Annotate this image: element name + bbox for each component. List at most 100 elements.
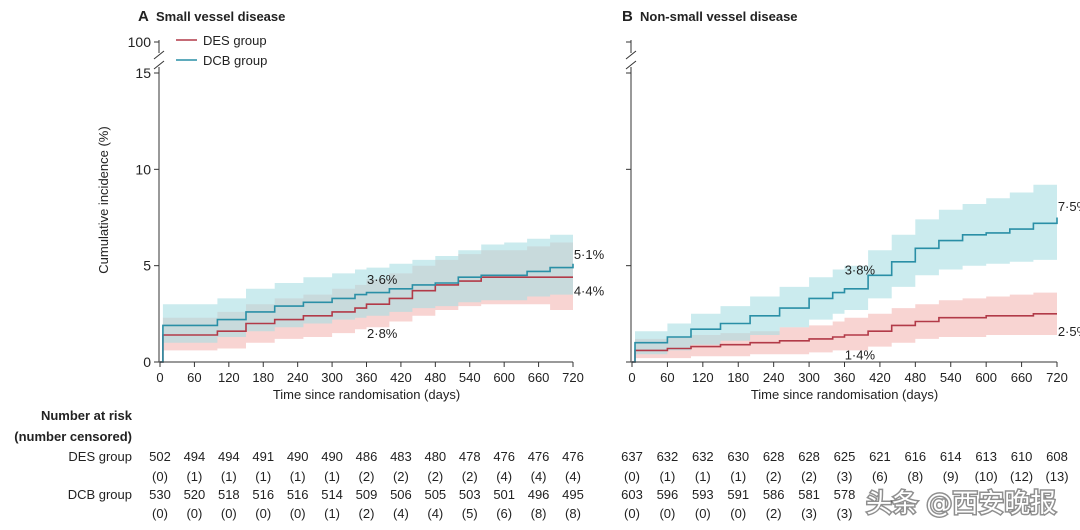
at-risk-count: 490 [321, 449, 343, 464]
y-tick-label: 0 [143, 354, 151, 370]
censored-count: (0) [255, 506, 271, 521]
at-risk-count: 490 [287, 449, 309, 464]
at-risk-count: 476 [528, 449, 550, 464]
data-label: 5·1% [574, 247, 605, 262]
at-risk-count: 476 [493, 449, 515, 464]
at-risk-count: 491 [252, 449, 274, 464]
censored-count: (8) [907, 469, 923, 484]
at-risk-count: 496 [528, 487, 550, 502]
risk-row-label: DCB group [68, 487, 132, 502]
x-tick-label: 60 [660, 370, 674, 385]
y-axis-label: Cumulative incidence (%) [96, 126, 111, 273]
data-label: 2·8% [367, 326, 398, 341]
at-risk-count: 476 [562, 449, 584, 464]
censored-count: (4) [427, 506, 443, 521]
x-tick-label: 240 [287, 370, 309, 385]
at-risk-count: 616 [904, 449, 926, 464]
censored-count: (0) [186, 506, 202, 521]
risk-table: Number at risk (number censored) DES group… [14, 408, 1068, 521]
axis-break-mark [625, 60, 637, 70]
data-label: 1·4% [845, 347, 876, 362]
x-tick-label: 120 [218, 370, 240, 385]
data-label: 4·4% [574, 284, 605, 299]
risk-table-subheading: (number censored) [14, 429, 132, 444]
censored-count: (12) [1010, 469, 1033, 484]
watermark-outline: 头条 @西安晚报 [866, 489, 1056, 519]
x-tick-label: 180 [727, 370, 749, 385]
censored-count: (1) [659, 469, 675, 484]
at-risk-count: 628 [763, 449, 785, 464]
series-line-des [160, 276, 573, 363]
data-label: 2·5% [1058, 324, 1080, 339]
censored-count: (8) [531, 506, 547, 521]
censored-count: (4) [393, 506, 409, 521]
x-axis-label: Time since randomisation (days) [751, 387, 938, 402]
series-line-dcb [632, 217, 1058, 363]
watermark-text: 头条 @西安晚报 [866, 489, 1056, 519]
censored-count: (3) [801, 506, 817, 521]
chart-title: Small vessel disease [156, 9, 285, 24]
at-risk-count: 478 [459, 449, 481, 464]
at-risk-count: 628 [798, 449, 820, 464]
x-tick-label: 600 [975, 370, 997, 385]
at-risk-count: 578 [834, 487, 856, 502]
at-risk-count: 625 [834, 449, 856, 464]
censored-count: (2) [393, 469, 409, 484]
at-risk-count: 613 [975, 449, 997, 464]
x-tick-label: 240 [763, 370, 785, 385]
at-risk-count: 632 [657, 449, 679, 464]
censored-count: (0) [152, 469, 168, 484]
series-line-dcb [160, 263, 574, 363]
x-tick-label: 180 [252, 370, 274, 385]
at-risk-count: 586 [763, 487, 785, 502]
censored-count: (2) [801, 469, 817, 484]
censored-count: (1) [255, 469, 271, 484]
censored-count: (0) [152, 506, 168, 521]
censored-count: (2) [766, 469, 782, 484]
ci-band-des [632, 288, 1057, 362]
at-risk-count: 486 [356, 449, 378, 464]
at-risk-count: 608 [1046, 449, 1068, 464]
censored-count: (1) [290, 469, 306, 484]
x-tick-label: 720 [562, 370, 584, 385]
chart-panel-a: A Small vessel disease 0 60 120 180 240 300 360 4… [96, 8, 605, 402]
at-risk-count: 501 [493, 487, 515, 502]
censored-count: (10) [975, 469, 998, 484]
at-risk-count: 614 [940, 449, 962, 464]
at-risk-count: 509 [356, 487, 378, 502]
censored-count: (13) [1045, 469, 1068, 484]
at-risk-count: 530 [149, 487, 171, 502]
at-risk-count: 514 [321, 487, 343, 502]
at-risk-count: 581 [798, 487, 820, 502]
censored-count: (0) [624, 469, 640, 484]
at-risk-count: 591 [727, 487, 749, 502]
x-tick-label: 660 [528, 370, 550, 385]
x-tick-label: 0 [156, 370, 163, 385]
chart-title: Non-small vessel disease [640, 9, 798, 24]
censored-count: (2) [427, 469, 443, 484]
axis-break-mark [153, 50, 165, 60]
at-risk-count: 603 [621, 487, 643, 502]
censored-count: (0) [290, 506, 306, 521]
censored-count: (4) [565, 469, 581, 484]
at-risk-count: 630 [727, 449, 749, 464]
censored-count: (4) [531, 469, 547, 484]
at-risk-count: 593 [692, 487, 714, 502]
at-risk-count: 505 [424, 487, 446, 502]
at-risk-count: 494 [218, 449, 240, 464]
at-risk-count: 516 [287, 487, 309, 502]
at-risk-count: 480 [424, 449, 446, 464]
at-risk-count: 483 [390, 449, 412, 464]
x-tick-label: 60 [187, 370, 201, 385]
at-risk-count: 502 [149, 449, 171, 464]
censored-count: (4) [496, 469, 512, 484]
data-label: 7·5% [1058, 199, 1080, 214]
x-tick-label: 300 [321, 370, 343, 385]
x-tick-label: 600 [493, 370, 515, 385]
censored-count: (2) [359, 506, 375, 521]
x-tick-label: 720 [1046, 370, 1068, 385]
censored-count: (2) [359, 469, 375, 484]
risk-row-label: DES group [68, 449, 132, 464]
ci-band-dcb [632, 177, 1057, 362]
at-risk-count: 516 [252, 487, 274, 502]
